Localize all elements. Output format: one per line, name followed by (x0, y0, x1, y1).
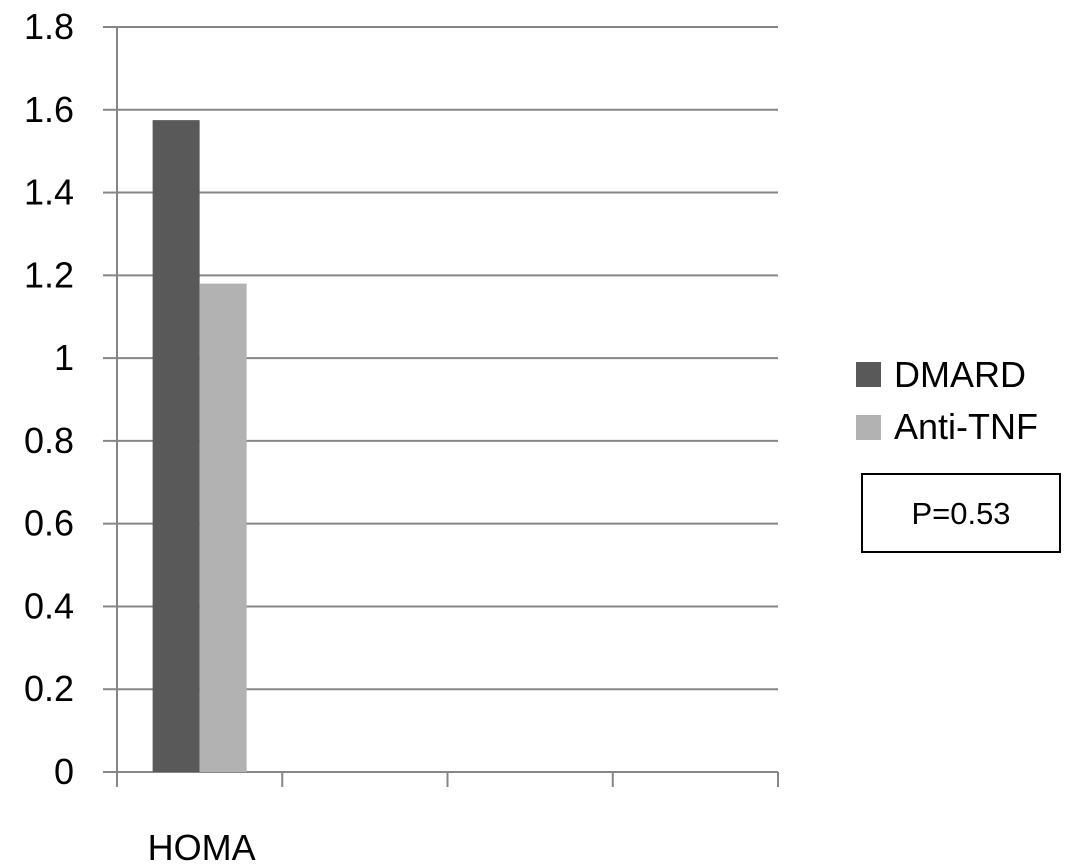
y-tick-label: 0 (54, 751, 74, 792)
legend-swatch-dmard (856, 362, 881, 387)
p-value-text: P=0.53 (911, 496, 1010, 531)
y-tick-label: 1 (54, 337, 74, 378)
p-value-box: P=0.53 (861, 473, 1061, 553)
y-tick-label: 1.8 (24, 6, 74, 47)
y-tick-label: 0.4 (24, 585, 74, 626)
bar-anti-tnf-HOMA (199, 283, 247, 772)
y-tick-label: 1.6 (24, 89, 74, 130)
legend-swatch-anti-tnf (856, 415, 881, 440)
y-tick-label: 1.2 (24, 254, 74, 295)
bars (152, 120, 247, 772)
x-category-labels: HOMA (148, 827, 256, 865)
x-category-label: HOMA (148, 827, 256, 865)
y-tick-labels: 0 0.2 0.4 0.6 0.8 1 1.2 1.4 1.6 1.8 (24, 6, 117, 792)
y-tick-label: 0.2 (24, 668, 74, 709)
y-tick-label: 1.4 (24, 172, 74, 213)
legend-label-anti-tnf: Anti-TNF (894, 406, 1038, 447)
y-tick-label: 0.6 (24, 503, 74, 544)
legend: DMARD Anti-TNF (856, 354, 1038, 447)
y-tick-label: 0.8 (24, 420, 74, 461)
bar-dmard-HOMA (152, 120, 200, 772)
legend-label-dmard: DMARD (894, 354, 1026, 395)
x-tick-marks (116, 772, 779, 787)
p-value-box-border (861, 473, 1061, 553)
